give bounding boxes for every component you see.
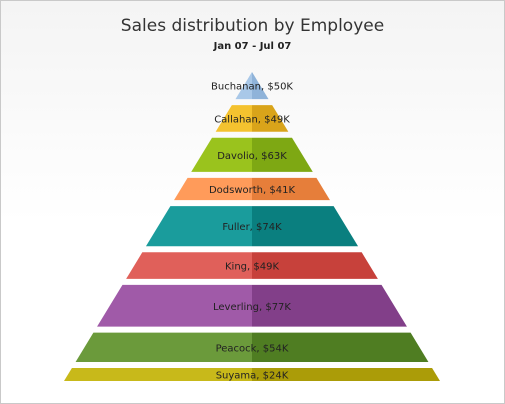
segment-left-face (215, 105, 252, 132)
pyramid-segment-davolio[interactable]: Davolio, $63K (191, 137, 313, 172)
pyramid-segment-callahan[interactable]: Callahan, $49K (214, 105, 290, 132)
segment-left-face (174, 177, 252, 201)
segment-left-face (75, 332, 252, 362)
segment-right-face (252, 72, 269, 100)
segment-right-face (252, 332, 429, 362)
segment-right-face (252, 284, 407, 327)
segment-label: Davolio, $63K (217, 151, 287, 162)
segment-right-face (252, 252, 378, 279)
pyramid-segment-suyama[interactable]: Suyama, $24K (64, 367, 440, 382)
segment-label: Peacock, $54K (216, 343, 289, 354)
segment-left-face (64, 367, 252, 381)
chart-title: Sales distribution by Employee (120, 16, 385, 36)
segment-label: Dodsworth, $41K (209, 185, 295, 196)
segment-label: Suyama, $24K (216, 370, 289, 381)
segment-left-face (235, 72, 252, 100)
segment-right-face (252, 367, 440, 381)
pyramid-segment-fuller[interactable]: Fuller, $74K (145, 206, 359, 247)
segment-left-face (97, 284, 252, 327)
segment-label: Fuller, $74K (222, 222, 282, 233)
pyramid-segment-dodsworth[interactable]: Dodsworth, $41K (174, 177, 330, 201)
segment-left-face (126, 252, 252, 279)
segment-right-face (252, 206, 359, 247)
chart-subtitle: Jan 07 - Jul 07 (213, 41, 292, 52)
segment-right-face (252, 105, 289, 132)
segment-left-face (191, 137, 252, 172)
pyramid-segment-buchanan[interactable]: Buchanan, $50K (211, 72, 293, 100)
segment-label: Buchanan, $50K (211, 82, 293, 93)
segment-left-face (145, 206, 252, 247)
segment-label: King, $49K (225, 262, 279, 273)
pyramid-segment-king[interactable]: King, $49K (126, 252, 378, 279)
pyramid-segment-leverling[interactable]: Leverling, $77K (97, 284, 407, 327)
segment-label: Leverling, $77K (213, 302, 291, 313)
segment-label: Callahan, $49K (214, 114, 290, 125)
segment-right-face (252, 177, 330, 201)
pyramid-segment-peacock[interactable]: Peacock, $54K (75, 332, 429, 362)
segment-right-face (252, 137, 313, 172)
